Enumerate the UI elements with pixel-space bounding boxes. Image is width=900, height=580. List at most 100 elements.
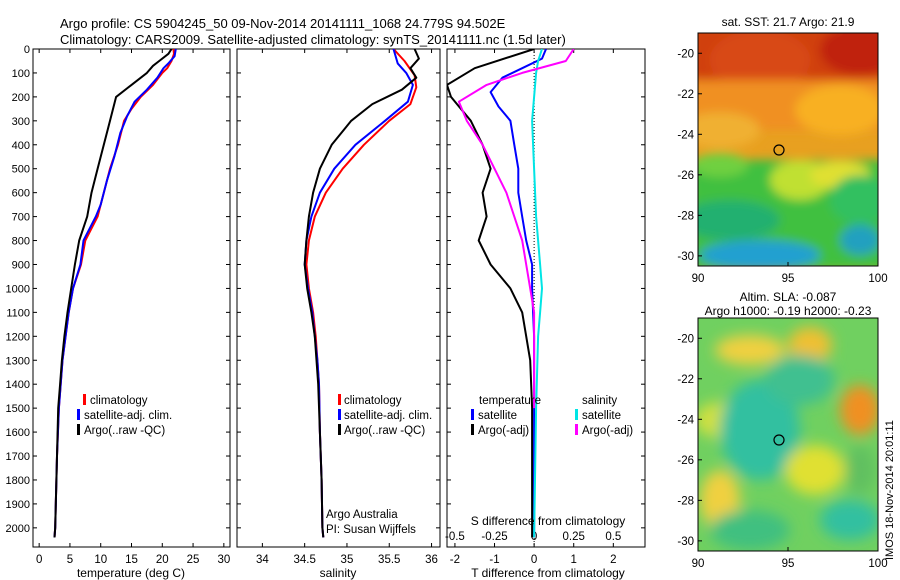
x-tick-label: 30	[217, 554, 230, 566]
legend-label-climatology: climatology	[344, 395, 402, 407]
x-tick-label: 34	[256, 554, 269, 566]
legend-swatch-climatology	[83, 394, 86, 405]
difference-series	[447, 49, 575, 538]
lat-tick-label: -22	[677, 374, 694, 386]
legend-swatch-sal-satellite	[575, 409, 578, 420]
y-tick-label: 1700	[6, 451, 30, 463]
legend-label-argo: Argo(..raw -QC)	[84, 425, 165, 437]
x2-tick-label: 0.5	[605, 531, 621, 543]
y-tick-label: 1900	[6, 499, 30, 511]
x2-tick-label: 0.25	[563, 531, 585, 543]
legend-swatch-satellite-adj	[77, 409, 80, 420]
salinity-series	[303, 49, 420, 538]
series-line-temperature-argo-adj-	[447, 49, 535, 538]
x-tick-label: -1	[489, 554, 499, 566]
y-tick-label: 1000	[6, 283, 30, 295]
sst-lat-axis: -20 -22 -24 -26 -28 -30	[677, 48, 702, 263]
legend-label-satellite-adj: satellite-adj. clim.	[344, 410, 432, 422]
difference-legend: temperature salinity satellite Argo(-adj…	[471, 395, 633, 437]
y-tick-label: 1400	[6, 379, 30, 391]
x-tick-label: 15	[125, 554, 138, 566]
x-tick-label: 10	[94, 554, 107, 566]
sla-field	[698, 318, 878, 551]
lon-tick-label: 95	[782, 558, 795, 570]
argo-position-marker	[773, 434, 785, 446]
y-tick-label: 900	[12, 259, 30, 271]
y-tick-label: 1600	[6, 427, 30, 439]
series-line-argo-raw-qc-	[53, 49, 173, 538]
y-tick-label: 800	[12, 236, 30, 248]
salinity-annotation-line-2: PI: Susan Wijffels	[326, 524, 416, 536]
legend-swatch-temp-satellite	[471, 409, 474, 420]
x2-tick-label: -0.25	[481, 531, 507, 543]
y-tick-label: 0	[24, 44, 30, 56]
lat-tick-label: -22	[677, 89, 694, 101]
legend-label-sal-satellite: satellite	[582, 410, 621, 422]
lat-tick-label: -28	[677, 495, 694, 507]
legend-label-argo: Argo(..raw -QC)	[344, 425, 425, 437]
series-line-climatology	[305, 49, 418, 538]
lon-tick-label: 100	[868, 273, 887, 285]
imos-timestamp: IMOS 18-Nov-2014 20:01:11	[884, 420, 896, 560]
y-tick-label: 300	[12, 116, 30, 128]
y-tick-label: 100	[12, 68, 30, 80]
legend-title-salinity: salinity	[582, 395, 617, 407]
salinity-x-axis: 34 34.5 35 35.5 36	[256, 49, 438, 566]
difference-depth-ticks	[447, 48, 645, 529]
legend-swatch-argo	[338, 424, 341, 435]
legend-title-temperature: temperature	[479, 395, 541, 407]
legend-swatch-sal-argo	[575, 424, 578, 435]
x-tick-label: 20	[156, 554, 169, 566]
x-tick-label: 0	[531, 554, 537, 566]
y-tick-label: 200	[12, 92, 30, 104]
s-difference-label: S difference from climatology	[471, 514, 626, 528]
x-tick-label: 5	[67, 554, 73, 566]
series-line-temperature-satellite	[489, 49, 547, 538]
t-difference-label: T difference from climatology	[471, 566, 625, 580]
sst-lon-axis: 90 95 100	[692, 262, 888, 285]
series-line-satellite-adj-clim-	[53, 49, 177, 538]
x-tick-label: 1	[571, 554, 577, 566]
series-line-salinity-satellite	[531, 49, 543, 538]
legend-label-temp-satellite: satellite	[478, 410, 517, 422]
x-tick-label: 36	[425, 554, 438, 566]
depth-axis: 0 100 200 300 400 500 600 700 800 900 1000 1100 1200…	[6, 44, 230, 535]
salinity-depth-ticks	[237, 48, 440, 529]
t-difference-x-axis: -2 -1 0 1 2	[450, 49, 617, 566]
lon-tick-label: 90	[692, 558, 705, 570]
y-tick-label: 500	[12, 164, 30, 176]
x-tick-label: 0	[36, 554, 42, 566]
x-tick-label: -2	[450, 554, 460, 566]
series-line-salinity-argo-adj-	[457, 49, 575, 409]
lat-tick-label: -20	[677, 333, 694, 345]
x-tick-label: 34.5	[293, 554, 315, 566]
lat-tick-label: -26	[677, 455, 694, 467]
lat-tick-label: -26	[677, 170, 694, 182]
x-tick-label: 35.5	[378, 554, 400, 566]
difference-panel: -2 -1 0 1 2 -0.5 -0.25 0 0.25 0.5 temperature sa…	[445, 48, 646, 580]
y-tick-label: 2000	[6, 523, 30, 535]
lon-tick-label: 95	[782, 273, 795, 285]
argo-position-marker	[773, 144, 785, 156]
header-line-1: Argo profile: CS 5904245_50 09-Nov-2014 …	[60, 16, 506, 31]
legend-swatch-argo	[77, 424, 80, 435]
legend-label-temp-argo: Argo(-adj)	[478, 425, 529, 437]
y-tick-label: 700	[12, 212, 30, 224]
lat-tick-label: -20	[677, 48, 694, 60]
salinity-annotation-line-1: Argo Australia	[326, 509, 398, 521]
sst-map-title: sat. SST: 21.7 Argo: 21.9	[722, 15, 855, 29]
y-tick-label: 1100	[6, 307, 30, 319]
difference-axes-box	[446, 48, 646, 548]
legend-swatch-satellite-adj	[338, 409, 341, 420]
salinity-legend: climatology satellite-adj. clim. Argo(..…	[338, 394, 432, 437]
y-tick-label: 1200	[6, 331, 30, 343]
sla-lat-axis: -20 -22 -24 -26 -28 -30	[677, 333, 702, 548]
lat-tick-label: -30	[677, 536, 694, 548]
sla-map-title-2: Argo h1000: -0.19 h2000: -0.23	[705, 304, 872, 318]
legend-label-sal-argo: Argo(-adj)	[582, 425, 633, 437]
y-tick-label: 1300	[6, 355, 30, 367]
salinity-axes-box	[236, 48, 441, 548]
sla-lon-axis: 90 95 100	[692, 547, 888, 570]
lon-tick-label: 90	[692, 273, 705, 285]
